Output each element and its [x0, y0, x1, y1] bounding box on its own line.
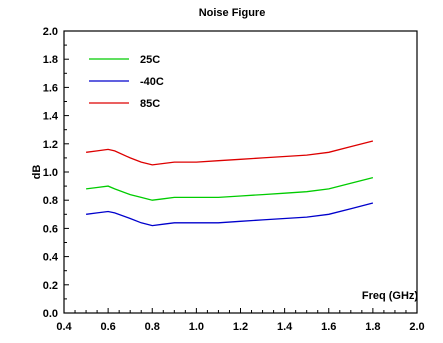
x-tick-label: 1.0 [189, 321, 204, 333]
plot-area [63, 30, 418, 314]
x-tick-label: 0.8 [145, 321, 160, 333]
y-tick-label: 0.4 [43, 252, 59, 264]
series-line-25C [86, 176, 374, 201]
y-tick-label: 1.4 [43, 111, 59, 123]
y-tick-label: 0.8 [43, 195, 58, 207]
series-line--40C [86, 202, 374, 227]
y-tick-label: 0.0 [43, 308, 58, 320]
y-tick-label: 0.2 [43, 280, 58, 292]
y-tick-label: 2.0 [43, 26, 58, 38]
y-axis-label: dB [31, 165, 43, 180]
x-tick-label: 0.4 [56, 321, 72, 333]
x-tick-label: 1.8 [365, 321, 380, 333]
legend-label-25C: 25C [140, 54, 160, 66]
series-line-85C [86, 140, 374, 166]
x-tick-label: 1.4 [277, 321, 293, 333]
legend-label--40C: -40C [140, 76, 164, 88]
x-tick-label: 2.0 [409, 321, 424, 333]
chart-title: Noise Figure [199, 7, 266, 19]
y-tick-label: 1.0 [43, 167, 58, 179]
x-tick-label: 0.6 [100, 321, 115, 333]
legend-label-85C: 85C [140, 98, 160, 110]
x-tick-label: 1.2 [233, 321, 248, 333]
x-axis-label: Freq (GHz) [362, 290, 419, 302]
y-tick-label: 0.6 [43, 223, 58, 235]
y-tick-label: 1.6 [43, 82, 58, 94]
x-tick-label: 1.6 [321, 321, 336, 333]
y-tick-label: 1.8 [43, 54, 58, 66]
y-tick-label: 1.2 [43, 139, 58, 151]
